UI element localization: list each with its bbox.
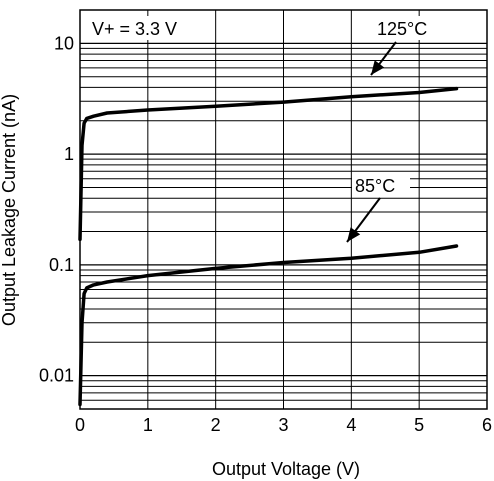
x-tick-label: 1	[143, 415, 153, 435]
arrow-125c-head	[371, 60, 385, 75]
annotation-85c: 85°C	[352, 173, 410, 197]
arrow-85c-head	[347, 227, 361, 242]
y-tick-label: 1	[64, 144, 74, 164]
series-line	[78, 244, 459, 407]
grid	[80, 10, 487, 409]
plot-border	[79, 9, 488, 410]
annotation-125c: 125°C	[374, 16, 440, 40]
annotation-125c-bg	[374, 16, 440, 40]
series-line	[78, 86, 459, 242]
annotation-supply-text: V+ = 3.3 V	[92, 19, 177, 39]
x-tick-label: 5	[414, 415, 424, 435]
x-axis-label: Output Voltage (V)	[212, 459, 360, 479]
annotation-85c-bg	[352, 173, 410, 197]
y-tick-label: 0.01	[39, 366, 74, 386]
annotation-125c-text: 125°C	[377, 19, 427, 39]
x-tick-label: 2	[211, 415, 221, 435]
annotation-supply: V+ = 3.3 V	[90, 16, 190, 40]
series-lines	[78, 86, 459, 407]
plot-frame	[79, 9, 488, 410]
x-tick-label: 3	[278, 415, 288, 435]
annotation-85c-text: 85°C	[355, 176, 395, 196]
x-tick-label: 4	[346, 415, 356, 435]
x-tick-label: 6	[482, 415, 492, 435]
annotation-arrows	[346, 41, 397, 243]
annotation-supply-bg	[90, 16, 190, 40]
y-tick-label: 0.1	[49, 255, 74, 275]
x-tick-label: 0	[75, 415, 85, 435]
y-tick-label: 10	[54, 33, 74, 53]
y-axis-label: Output Leakage Current (nA)	[0, 94, 19, 326]
tick-labels: 0 1 2 3 4 5 6 0.01 0.1 1 10	[39, 33, 492, 435]
